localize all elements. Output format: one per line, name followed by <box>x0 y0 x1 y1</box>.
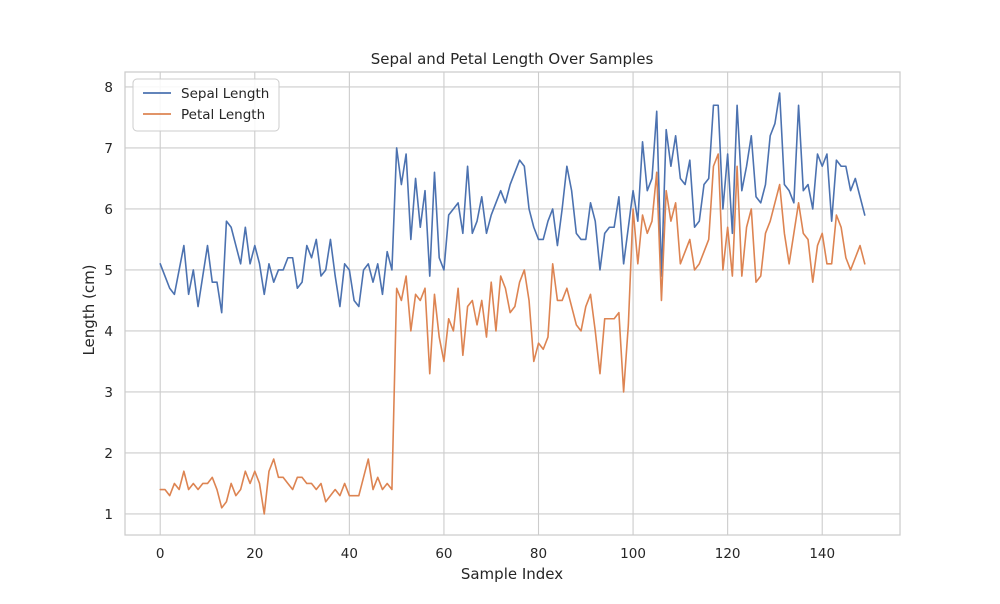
x-axis-label: Sample Index <box>461 565 563 583</box>
tick-labels: 0 20 40 60 80 100 120 140 1 2 3 4 5 6 7 8 <box>104 80 835 562</box>
y-tick-label: 2 <box>104 446 113 462</box>
y-tick-label: 3 <box>104 385 113 401</box>
legend-label-sepal-length: Sepal Length <box>181 86 269 102</box>
grid <box>125 72 900 535</box>
x-tick-label: 140 <box>809 546 835 562</box>
x-tick-label: 60 <box>435 546 452 562</box>
x-tick-label: 100 <box>620 546 646 562</box>
series-line-petal-length <box>159 153 866 515</box>
x-tick-label: 40 <box>341 546 358 562</box>
y-tick-label: 4 <box>104 324 113 340</box>
y-tick-label: 6 <box>104 202 113 218</box>
y-axis-label: Length (cm) <box>80 264 98 355</box>
chart-title: Sepal and Petal Length Over Samples <box>371 50 654 68</box>
y-tick-label: 5 <box>104 263 113 279</box>
x-tick-label: 20 <box>246 546 263 562</box>
plot-frame <box>124 71 901 536</box>
y-tick-label: 7 <box>104 141 113 157</box>
legend: Sepal Length Petal Length <box>132 78 280 132</box>
x-tick-label: 120 <box>715 546 741 562</box>
x-tick-label: 80 <box>530 546 547 562</box>
x-tick-label: 0 <box>156 546 165 562</box>
legend-label-petal-length: Petal Length <box>181 107 265 123</box>
series-line-sepal-length <box>159 92 866 314</box>
y-tick-label: 8 <box>104 80 113 96</box>
legend-box <box>132 78 280 132</box>
series-lines <box>159 92 866 515</box>
y-tick-label: 1 <box>104 507 113 523</box>
